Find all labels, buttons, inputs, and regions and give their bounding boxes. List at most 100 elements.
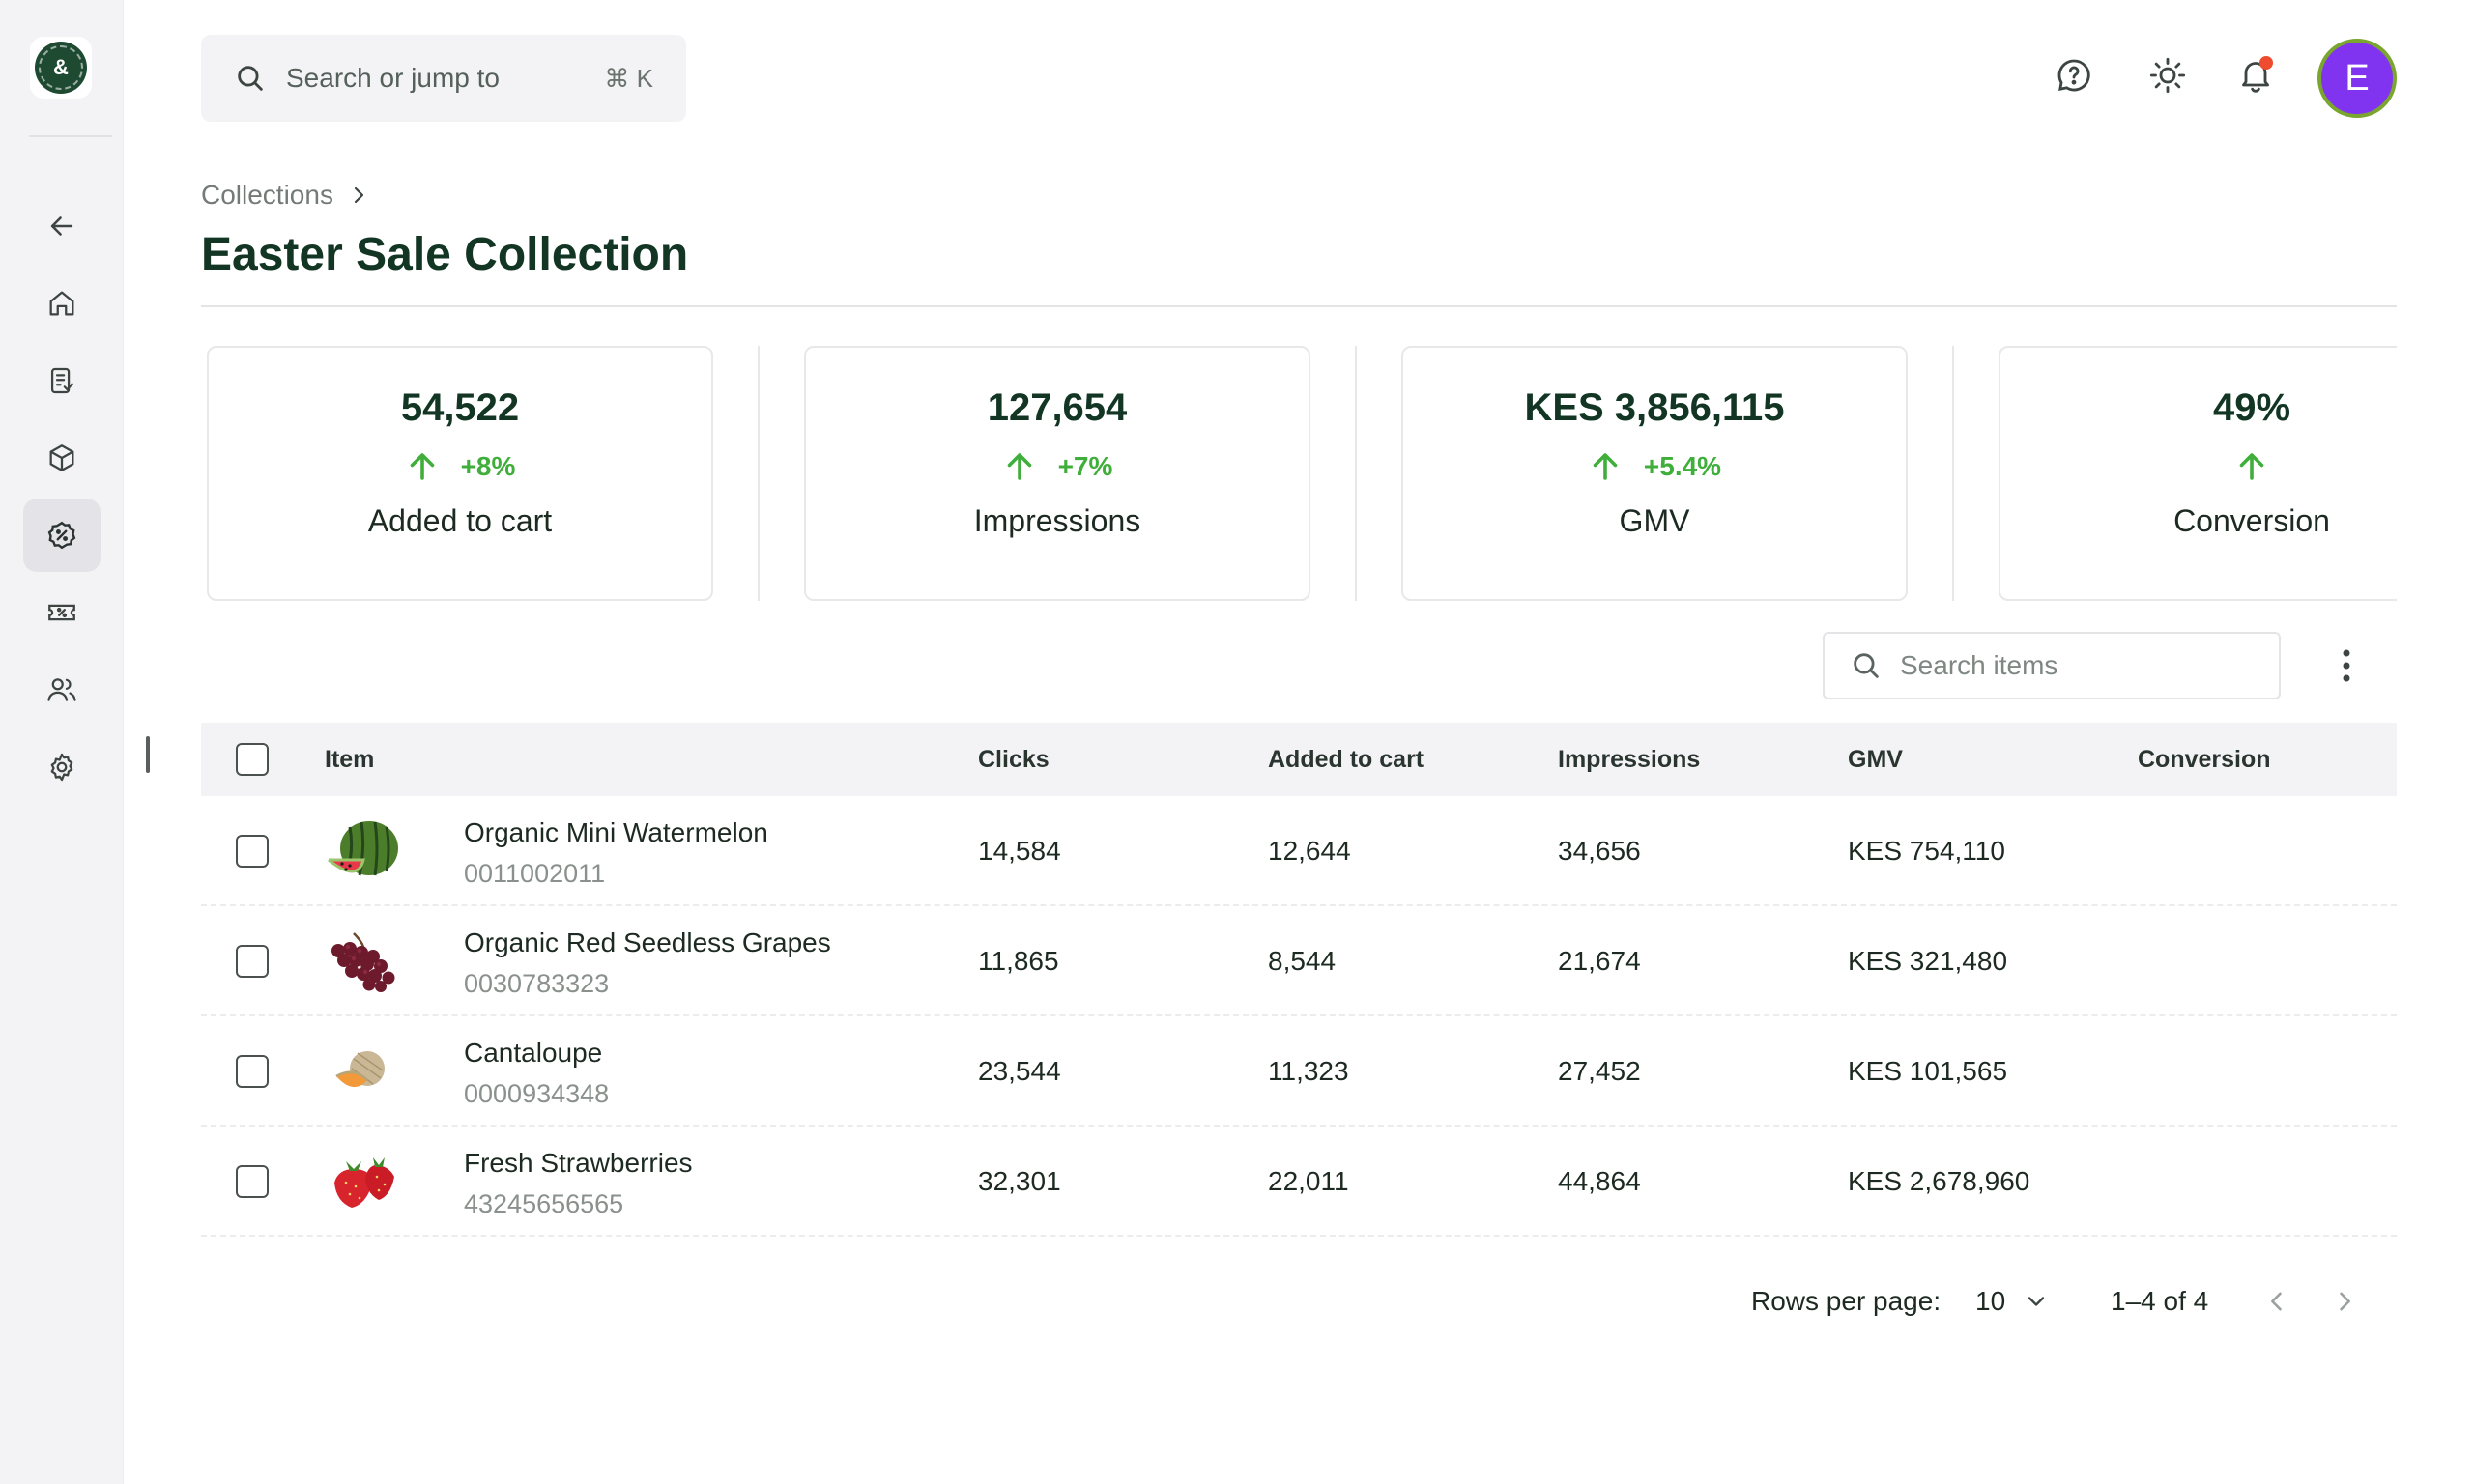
column-header-clicks[interactable]: Clicks — [978, 745, 1050, 773]
search-shortcut: ⌘ K — [604, 63, 653, 93]
logo-mark: & — [35, 42, 87, 94]
cell-clicks: 14,584 — [978, 836, 1061, 866]
column-header-impressions[interactable]: Impressions — [1558, 745, 1701, 773]
cell-impressions: 27,452 — [1558, 1056, 1641, 1086]
kpi-card-impressions: 127,654 +7% Impressions — [804, 346, 1310, 601]
global-search[interactable]: Search or jump to ⌘ K — [201, 35, 686, 122]
sidebar-item-promotions[interactable] — [23, 576, 101, 649]
item-sku: 0030783323 — [464, 969, 610, 998]
users-icon — [47, 678, 76, 701]
arrow-left-icon — [50, 216, 73, 236]
sidebar-item-products[interactable] — [23, 421, 101, 495]
item-name[interactable]: Organic Mini Watermelon — [464, 817, 768, 847]
cell-impressions: 21,674 — [1558, 946, 1641, 976]
notification-dot — [2259, 56, 2273, 70]
box-icon — [49, 444, 74, 471]
row-checkbox[interactable] — [236, 1055, 269, 1088]
discount-badge-icon — [47, 521, 76, 550]
item-sku: 0000934348 — [464, 1079, 610, 1108]
item-info: Fresh Strawberries 43245656565 — [464, 1144, 693, 1223]
cell-added-to-cart: 8,544 — [1268, 946, 1337, 976]
bell-icon — [2242, 62, 2269, 93]
sidebar-item-settings[interactable] — [23, 730, 101, 804]
kpi-label: GMV — [1619, 503, 1690, 538]
brand-logo[interactable]: & — [30, 37, 92, 99]
row-select-cell — [236, 906, 269, 1016]
user-avatar[interactable]: E — [2317, 39, 2397, 118]
sidebar-back-button[interactable] — [23, 189, 101, 263]
cell-added-to-cart: 12,644 — [1268, 836, 1351, 866]
search-icon — [238, 66, 263, 91]
help-button[interactable] — [2051, 52, 2097, 99]
sidebar-item-customers[interactable] — [23, 653, 101, 727]
notifications-button[interactable] — [2232, 52, 2279, 99]
sidebar-item-orders[interactable] — [23, 344, 101, 417]
item-name[interactable]: Organic Red Seedless Grapes — [464, 928, 831, 957]
select-all-cell — [236, 723, 269, 796]
column-header-gmv[interactable]: GMV — [1848, 745, 1903, 773]
column-header-added-to-cart[interactable]: Added to cart — [1268, 745, 1424, 773]
item-sku: 0011002011 — [464, 859, 606, 888]
theme-toggle-button[interactable] — [2144, 52, 2191, 99]
table-row[interactable]: Cantaloupe 0000934348 23,544 11,323 27,4… — [201, 1016, 2397, 1127]
column-header-item[interactable]: Item — [325, 745, 375, 773]
items-search-input[interactable] — [1900, 650, 2248, 681]
kpi-separator — [1355, 346, 1357, 601]
breadcrumb: Collections — [201, 180, 370, 211]
column-header-conversion[interactable]: Conversion — [2138, 745, 2271, 773]
sidebar-resize-handle[interactable] — [146, 736, 150, 773]
pagination-range: 1–4 of 4 — [2111, 1286, 2209, 1316]
home-icon — [49, 291, 74, 316]
sidebar-item-collections[interactable] — [23, 499, 101, 572]
item-info: Cantaloupe 0000934348 — [464, 1034, 609, 1113]
row-select-cell — [236, 1127, 269, 1237]
previous-page-button[interactable] — [2263, 1277, 2290, 1326]
chevron-down-icon — [2028, 1297, 2045, 1306]
chevron-right-icon — [354, 186, 364, 204]
cell-impressions: 44,864 — [1558, 1166, 1641, 1196]
sidebar-item-home[interactable] — [23, 267, 101, 340]
chevron-left-icon — [2271, 1292, 2282, 1311]
title-divider — [201, 305, 2397, 307]
help-chat-icon — [2057, 59, 2090, 92]
cell-gmv: KES 321,480 — [1848, 946, 2008, 976]
row-checkbox[interactable] — [236, 945, 269, 978]
arrow-up-icon — [1007, 453, 1031, 480]
item-info: Organic Mini Watermelon 0011002011 — [464, 813, 768, 893]
kpi-trend — [2234, 447, 2269, 486]
cell-added-to-cart: 11,323 — [1268, 1056, 1349, 1086]
row-select-cell — [236, 796, 269, 906]
table-row[interactable]: Organic Mini Watermelon 0011002011 14,58… — [201, 796, 2397, 906]
next-page-button[interactable] — [2331, 1277, 2358, 1326]
kpi-delta: +7% — [1057, 451, 1113, 481]
cell-added-to-cart: 22,011 — [1268, 1166, 1349, 1196]
item-name[interactable]: Cantaloupe — [464, 1038, 603, 1068]
page-title: Easter Sale Collection — [201, 229, 689, 280]
cell-gmv: KES 754,110 — [1848, 836, 2005, 866]
breadcrumb-collections-link[interactable]: Collections — [201, 180, 333, 210]
kpi-separator — [1952, 346, 1954, 601]
gear-icon — [50, 753, 73, 782]
row-checkbox[interactable] — [236, 1165, 269, 1198]
kpi-trend: +5.4% — [1588, 447, 1721, 486]
cell-clicks: 32,301 — [978, 1166, 1061, 1196]
ticket-icon — [48, 604, 75, 621]
rows-per-page-value: 10 — [1975, 1286, 2006, 1316]
grapes-thumbnail — [331, 932, 395, 992]
kpi-value: KES 3,856,115 — [1524, 386, 1785, 429]
table-row[interactable]: Fresh Strawberries 43245656565 32,301 22… — [201, 1127, 2397, 1237]
table-row[interactable]: Organic Red Seedless Grapes 0030783323 1… — [201, 906, 2397, 1016]
select-all-checkbox[interactable] — [236, 743, 269, 776]
kpi-label: Conversion — [2173, 503, 2330, 538]
more-vertical-icon — [2343, 649, 2350, 682]
row-checkbox[interactable] — [236, 835, 269, 868]
items-search[interactable] — [1823, 632, 2281, 699]
kpi-value: 49% — [2212, 386, 2291, 429]
row-select-cell — [236, 1016, 269, 1127]
kpi-cards: 54,522 +8% Added to cart 127,654 +7% Imp… — [201, 344, 2397, 605]
table-more-options-button[interactable] — [2327, 642, 2366, 690]
item-name[interactable]: Fresh Strawberries — [464, 1148, 693, 1178]
rows-per-page-select[interactable]: 10 — [1975, 1277, 2050, 1326]
rows-per-page-label: Rows per page: — [1751, 1286, 1942, 1316]
cell-clicks: 11,865 — [978, 946, 1059, 976]
